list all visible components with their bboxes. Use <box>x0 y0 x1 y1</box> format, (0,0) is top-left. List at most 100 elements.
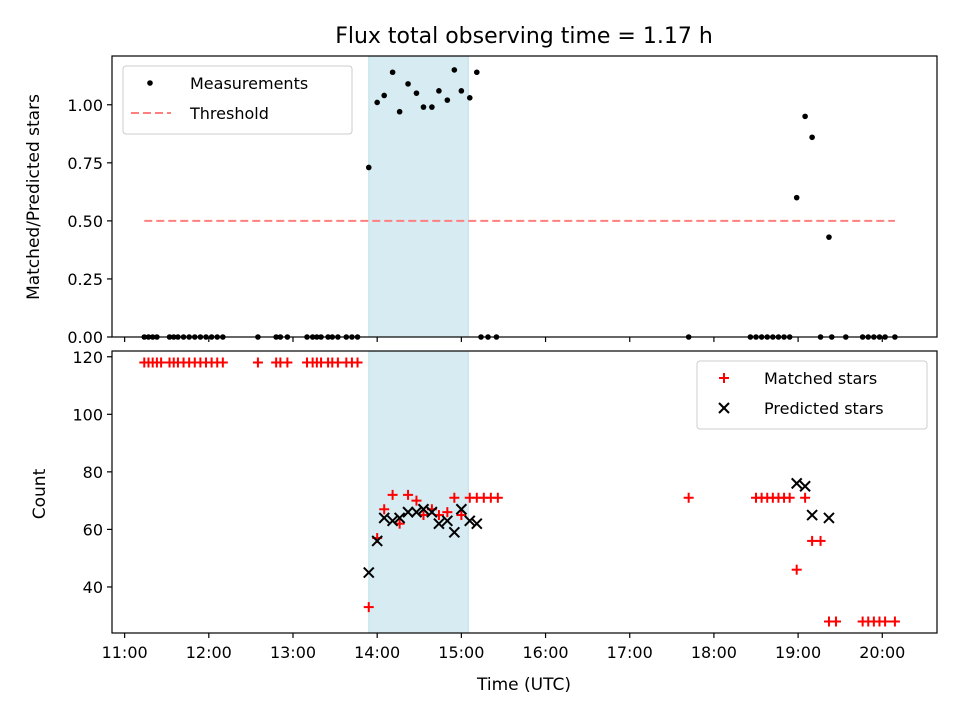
measurement-point <box>389 69 396 76</box>
legend-measurement-swatch <box>147 80 153 86</box>
x-tick-label: 15:00 <box>438 643 484 662</box>
x-marker-b <box>455 503 468 515</box>
x-marker-b <box>433 517 445 530</box>
x-tick-label: 19:00 <box>775 643 821 662</box>
measurement-point <box>436 88 442 94</box>
legend-box <box>696 360 928 430</box>
predicted-star-point <box>471 517 483 530</box>
matched-star-point <box>880 616 891 627</box>
predicted-star-point <box>806 509 818 521</box>
x-marker-b <box>410 506 423 518</box>
predicted-star-point <box>441 515 454 527</box>
measurement-point <box>451 67 458 73</box>
legend: Measurements Threshold <box>122 65 353 135</box>
x-tick-label: 18:00 <box>691 643 737 662</box>
x-tick-label: 11:00 <box>102 643 148 662</box>
matched-star-point <box>363 602 374 613</box>
y-tick-label: 80 <box>83 463 103 482</box>
legend-x-swatch-b <box>718 402 730 414</box>
y-tick-label: 0.50 <box>67 212 103 231</box>
y-tick-label: 100 <box>72 405 103 424</box>
measurement-point <box>458 88 465 94</box>
measurement-point <box>413 90 420 96</box>
measurement-point <box>365 164 372 171</box>
x-axis-label-bottom: Time (UTC) <box>476 675 571 695</box>
measurement-point <box>420 104 427 110</box>
y-tick-label: 0.00 <box>67 328 103 347</box>
matched-star-point <box>807 535 818 546</box>
y-tick-label: 60 <box>83 520 103 539</box>
highlight-span <box>368 350 469 634</box>
matched-star-point <box>379 504 390 515</box>
matched-star-point <box>889 616 900 627</box>
x-tick-label: 16:00 <box>522 643 568 662</box>
predicted-star-point <box>426 506 438 518</box>
matched-star-point <box>352 357 363 368</box>
matched-star-point <box>332 357 343 368</box>
bottom-panel: 40 60 80 100 120 11:00 12:00 13:00 14:00 15:00 16:… <box>72 348 938 662</box>
x-marker-b <box>378 512 390 524</box>
matched-star-point <box>252 357 263 368</box>
x-marker-b <box>806 509 818 521</box>
measurement-point <box>826 234 832 240</box>
matched-star-point <box>411 495 422 506</box>
x-marker-b <box>464 515 476 527</box>
measurement-point <box>466 95 473 101</box>
predicted-star-point <box>455 503 468 515</box>
matched-star-point <box>830 616 841 627</box>
measurement-point <box>381 92 387 99</box>
legend-label: Predicted stars <box>764 399 884 418</box>
axes-frame <box>111 350 938 634</box>
y-tick-label: 0.75 <box>67 154 103 173</box>
predicted-star-point <box>799 480 811 492</box>
predicted-star-point <box>378 512 390 524</box>
x-marker-b <box>393 512 406 524</box>
top-panel: 0.00 0.25 0.50 0.75 1.00 Measurements Threshol… <box>67 55 938 347</box>
x-marker-b <box>799 480 811 492</box>
predicted-star-point <box>371 535 383 547</box>
x-marker-b <box>386 515 399 527</box>
predicted-star-point <box>410 506 423 518</box>
y-axis-label-bottom: Count <box>30 468 50 519</box>
predicted-star-point <box>464 515 476 527</box>
matched-star-point <box>403 489 414 500</box>
matched-star-point <box>449 492 460 503</box>
predicted-star-point <box>393 512 406 524</box>
y-tick-label: 120 <box>72 348 103 367</box>
legend-box <box>122 65 353 135</box>
x-marker-b <box>371 535 383 547</box>
predicted-star-point <box>386 515 399 527</box>
measurement-point <box>802 113 808 120</box>
highlight-span <box>368 55 469 338</box>
legend: Matched stars Predicted stars <box>696 360 928 430</box>
matched-star-point <box>217 357 228 368</box>
x-marker-b <box>790 477 803 490</box>
predicted-star-point <box>448 526 461 538</box>
x-tick-label: 20:00 <box>859 643 905 662</box>
matched-star-point <box>442 507 453 518</box>
predicted-star-point <box>417 503 430 515</box>
measurement-point <box>429 104 435 110</box>
x-tick-label: 13:00 <box>270 643 316 662</box>
matched-star-point <box>800 492 811 503</box>
measurement-point <box>809 134 815 141</box>
x-marker-b <box>823 512 835 524</box>
chart-title-top: Flux total observing time = 1.17 h <box>335 24 713 49</box>
x-marker-b <box>363 566 375 579</box>
measurement-point <box>444 97 451 103</box>
x-tick-label: 12:00 <box>186 643 232 662</box>
y-tick-label: 40 <box>83 578 103 597</box>
legend-label: Matched stars <box>764 369 877 388</box>
matched-star-point <box>282 357 293 368</box>
x-marker-b <box>402 506 414 518</box>
predicted-star-point <box>823 512 835 524</box>
axes-frame <box>111 55 938 338</box>
matched-star-point <box>492 492 503 503</box>
matched-star-point <box>791 564 802 575</box>
x-tick-label: 17:00 <box>607 643 653 662</box>
x-marker-b <box>426 506 438 518</box>
matched-star-point <box>387 489 398 500</box>
measurement-point <box>473 69 480 76</box>
matched-star-point <box>156 357 167 368</box>
